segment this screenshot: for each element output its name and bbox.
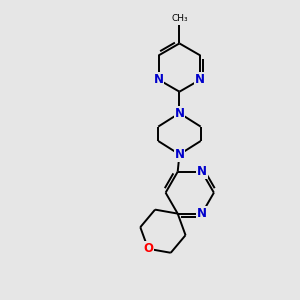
Text: N: N <box>195 73 206 86</box>
Text: N: N <box>174 107 184 120</box>
Text: N: N <box>154 73 164 86</box>
Text: N: N <box>197 165 207 178</box>
Text: N: N <box>197 207 207 220</box>
Text: O: O <box>143 242 153 255</box>
Text: N: N <box>174 148 184 161</box>
Text: CH₃: CH₃ <box>171 14 188 23</box>
